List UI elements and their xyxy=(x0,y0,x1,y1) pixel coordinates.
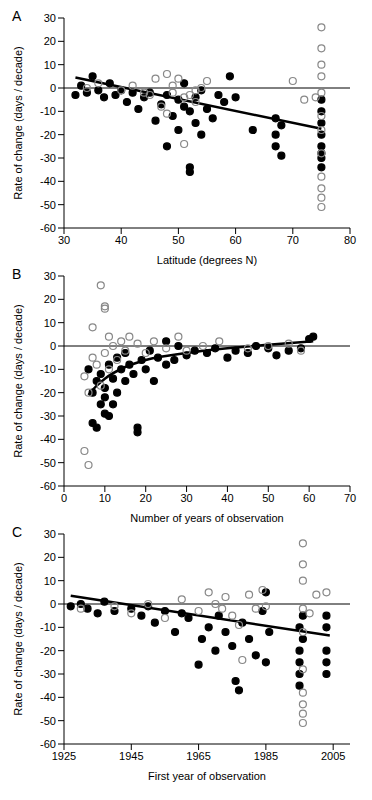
svg-text:30: 30 xyxy=(58,234,70,246)
svg-text:0: 0 xyxy=(50,598,56,610)
svg-text:-50: -50 xyxy=(40,199,56,211)
svg-text:-20: -20 xyxy=(40,387,56,399)
svg-text:Rate of change (days / decade): Rate of change (days / decade) xyxy=(12,562,24,715)
svg-text:70: 70 xyxy=(287,234,299,246)
svg-text:-20: -20 xyxy=(40,129,56,141)
svg-text:30: 30 xyxy=(44,270,56,282)
svg-text:10: 10 xyxy=(44,59,56,71)
svg-text:2005: 2005 xyxy=(321,750,345,762)
svg-text:-50: -50 xyxy=(40,715,56,727)
svg-text:-10: -10 xyxy=(40,105,56,117)
svg-text:50: 50 xyxy=(172,234,184,246)
svg-text:-20: -20 xyxy=(40,645,56,657)
svg-text:-60: -60 xyxy=(40,738,56,750)
svg-text:1925: 1925 xyxy=(52,750,76,762)
svg-text:1945: 1945 xyxy=(119,750,143,762)
svg-text:60: 60 xyxy=(229,234,241,246)
html-text:A: A xyxy=(12,8,22,24)
svg-text:20: 20 xyxy=(140,492,152,504)
svg-text:20: 20 xyxy=(44,551,56,563)
svg-text:10: 10 xyxy=(44,317,56,329)
html-text:B: B xyxy=(12,266,22,282)
svg-text:Number of years of observation: Number of years of observation xyxy=(130,512,283,524)
svg-text:-40: -40 xyxy=(40,691,56,703)
svg-text:First year of observation: First year of observation xyxy=(148,770,266,782)
svg-text:Rate of change (days / decade): Rate of change (days / decade) xyxy=(12,304,24,457)
svg-text:60: 60 xyxy=(303,492,315,504)
svg-text:0: 0 xyxy=(61,492,67,504)
svg-text:10: 10 xyxy=(44,575,56,587)
svg-text:10: 10 xyxy=(99,492,111,504)
svg-text:0: 0 xyxy=(50,340,56,352)
svg-text:-30: -30 xyxy=(40,668,56,680)
svg-text:Latitude (degrees N): Latitude (degrees N) xyxy=(157,254,257,266)
svg-text:-10: -10 xyxy=(40,621,56,633)
svg-text:30: 30 xyxy=(180,492,192,504)
svg-text:-40: -40 xyxy=(40,175,56,187)
svg-text:-30: -30 xyxy=(40,152,56,164)
svg-text:80: 80 xyxy=(344,234,356,246)
svg-text:1985: 1985 xyxy=(254,750,278,762)
svg-text:-30: -30 xyxy=(40,410,56,422)
svg-text:-40: -40 xyxy=(40,433,56,445)
svg-text:70: 70 xyxy=(344,492,356,504)
svg-text:40: 40 xyxy=(221,492,233,504)
html-text:C: C xyxy=(12,524,23,540)
svg-text:-10: -10 xyxy=(40,363,56,375)
svg-text:Rate of change (days / decade): Rate of change (days / decade) xyxy=(12,46,24,199)
svg-text:-50: -50 xyxy=(40,457,56,469)
svg-text:30: 30 xyxy=(44,12,56,24)
svg-text:-60: -60 xyxy=(40,480,56,492)
svg-text:50: 50 xyxy=(262,492,274,504)
svg-text:40: 40 xyxy=(115,234,127,246)
svg-text:20: 20 xyxy=(44,35,56,47)
svg-text:20: 20 xyxy=(44,293,56,305)
svg-text:30: 30 xyxy=(44,528,56,540)
svg-text:-60: -60 xyxy=(40,222,56,234)
svg-text:0: 0 xyxy=(50,82,56,94)
svg-text:1965: 1965 xyxy=(186,750,210,762)
